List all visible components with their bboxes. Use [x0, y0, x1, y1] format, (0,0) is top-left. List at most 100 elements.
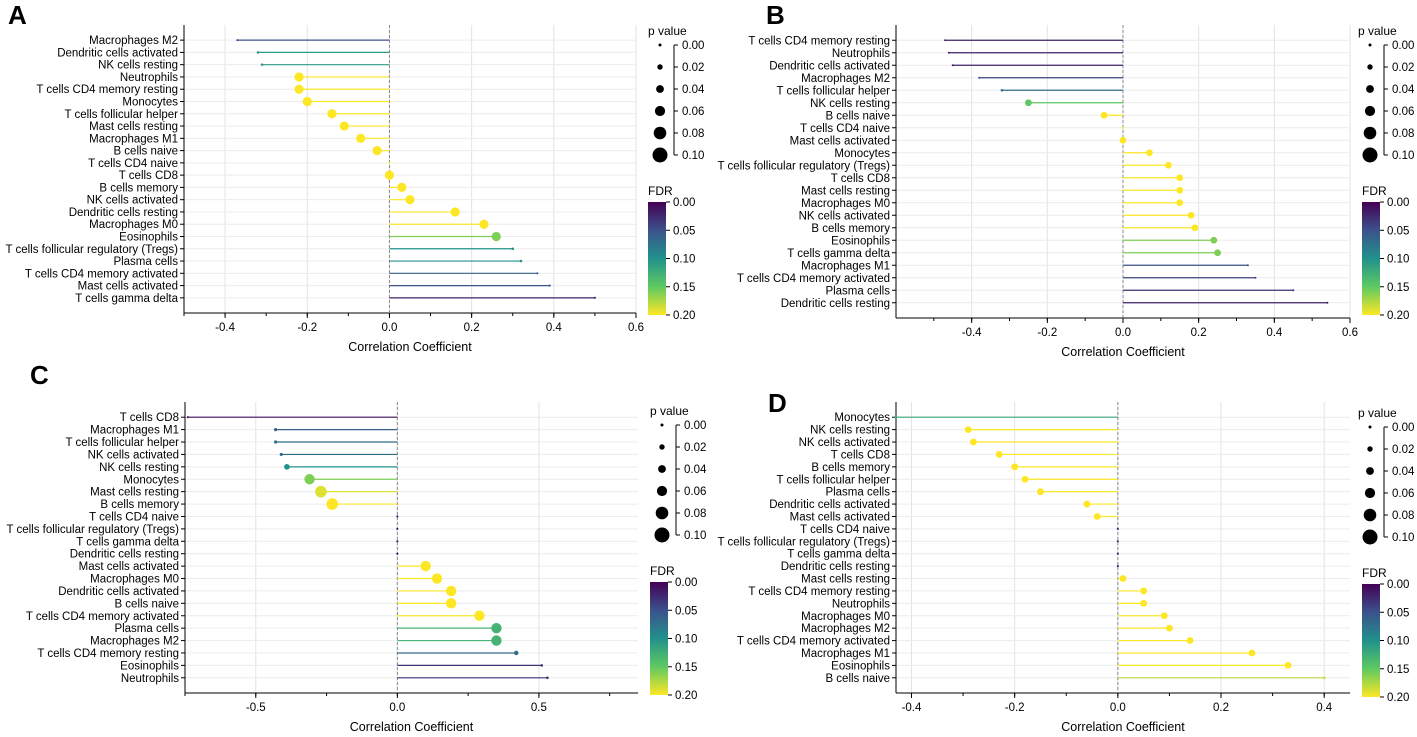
pvalue-legend-dot: [1367, 64, 1373, 70]
category-label: Neutrophils: [121, 673, 179, 685]
category-label: NK cells resting: [99, 462, 179, 474]
lollipop-dot: [894, 415, 898, 419]
fdr-legend-label: 0.20: [1387, 692, 1409, 704]
category-label: Mast cells activated: [790, 135, 890, 147]
category-label: T cells CD4 naive: [88, 158, 178, 170]
fdr-legend-label: 0.20: [673, 310, 695, 322]
category-label: T cells follicular regulatory (Tregs): [717, 160, 890, 172]
pvalue-legend-label: 0.06: [1392, 106, 1414, 118]
category-label: T cells CD8: [831, 449, 890, 461]
x-axis-title: Correlation Coefficient: [350, 720, 474, 734]
lollipop-dot: [1037, 488, 1044, 496]
lollipop-dot: [420, 560, 431, 572]
lollipop-dot: [536, 272, 539, 275]
lollipop-dot: [445, 585, 457, 597]
pvalue-legend-label: 0.00: [684, 420, 706, 432]
x-tick-label: -0.4: [962, 327, 982, 339]
pvalue-legend-label: 0.00: [1392, 422, 1414, 434]
lollipop-dot: [1214, 249, 1221, 257]
lollipop-dot: [304, 474, 315, 485]
lollipop-dot: [1160, 612, 1168, 620]
pvalue-legend-label: 0.04: [682, 84, 705, 96]
x-tick-label: 0.4: [1266, 327, 1283, 339]
lollipop-dot: [405, 195, 415, 205]
fdr-colorbar: [1362, 202, 1380, 315]
category-label: Macrophages M1: [90, 425, 179, 437]
category-label: Dendritic cells activated: [58, 586, 179, 598]
category-label: T cells CD4 memory resting: [36, 84, 178, 96]
lollipop-dot: [514, 650, 519, 656]
category-label: B cells memory: [99, 182, 178, 194]
category-label: Macrophages M0: [801, 198, 890, 210]
category-label: Macrophages M2: [801, 623, 890, 635]
category-label: Mast cells resting: [801, 574, 890, 586]
fdr-legend-label: 0.15: [1387, 282, 1409, 294]
lollipop-dot: [256, 51, 260, 54]
x-tick-label: 0.6: [1342, 327, 1358, 339]
lollipop-dot: [326, 498, 339, 510]
lollipop-dot: [1326, 301, 1329, 304]
lollipop-dot: [1176, 199, 1184, 207]
category-label: T cells CD4 memory activated: [737, 636, 890, 648]
lollipop-dot: [1119, 136, 1127, 144]
lollipop-dot: [1186, 637, 1194, 644]
category-label: NK cells activated: [799, 210, 890, 222]
fdr-legend-label: 0.00: [1387, 579, 1409, 591]
category-label: T cells CD4 naive: [89, 511, 179, 523]
category-label: Dendritic cells activated: [769, 60, 890, 72]
fdr-legend-label: 0.15: [1387, 664, 1409, 676]
lollipop-dot: [445, 598, 457, 609]
fdr-legend-label: 0.15: [675, 662, 697, 674]
pvalue-legend-dot: [656, 85, 664, 93]
lollipop-dot: [479, 219, 489, 229]
x-tick-label: 0.0: [381, 322, 397, 334]
category-label: B cells naive: [825, 110, 890, 122]
category-label: Eosinophils: [120, 660, 179, 672]
pvalue-legend-title: p value: [648, 24, 687, 38]
lollipop-dot: [1176, 174, 1184, 182]
fdr-legend-label: 0.15: [673, 282, 695, 294]
pvalue-legend-label: 0.08: [1392, 128, 1414, 140]
category-label: B cells memory: [811, 223, 890, 235]
fdr-legend-label: 0.05: [673, 225, 695, 237]
pvalue-legend-label: 0.02: [1392, 444, 1414, 456]
fdr-legend-title: FDR: [648, 184, 673, 198]
panel-letter: B: [766, 0, 785, 30]
panel-letter: A: [8, 0, 27, 30]
lollipop-dot: [236, 39, 239, 42]
lollipop-dot: [396, 552, 399, 555]
fdr-legend-label: 0.00: [673, 197, 695, 209]
fdr-legend-label: 0.10: [673, 254, 695, 266]
category-label: Dendritic cells resting: [781, 298, 890, 310]
lollipop-dot: [1322, 676, 1326, 680]
category-label: Macrophages M1: [801, 648, 890, 660]
lollipop-dot: [969, 438, 977, 446]
lollipop-dot: [1116, 565, 1119, 568]
lollipop-dot: [384, 170, 395, 180]
lollipop-dot: [284, 464, 290, 470]
category-label: Plasma cells: [114, 623, 179, 635]
category-label: T cells CD8: [119, 170, 178, 182]
x-axis-title: Correlation Coefficient: [1061, 720, 1185, 734]
pvalue-legend-label: 0.02: [684, 442, 706, 454]
category-label: T cells CD4 memory activated: [26, 611, 179, 623]
lollipop-dot: [397, 182, 407, 193]
lollipop-dot: [1191, 224, 1199, 232]
category-label: T cells follicular helper: [64, 109, 178, 121]
pvalue-legend-dot: [652, 147, 668, 163]
fdr-colorbar: [650, 582, 668, 695]
category-label: Plasma cells: [825, 285, 890, 297]
pvalue-legend-label: 0.00: [682, 40, 704, 52]
lollipop-dot: [951, 64, 954, 67]
category-label: NK cells resting: [810, 98, 890, 110]
category-label: NK cells activated: [88, 449, 179, 461]
pvalue-legend-dot: [1367, 446, 1373, 452]
category-label: Macrophages M2: [89, 35, 178, 47]
category-label: T cells follicular helper: [776, 474, 890, 486]
category-label: T cells follicular regulatory (Tregs): [6, 524, 179, 536]
pvalue-legend-dot: [658, 43, 662, 47]
fdr-legend-label: 0.00: [1387, 197, 1409, 209]
category-label: Neutrophils: [832, 598, 890, 610]
category-label: T cells CD4 naive: [800, 524, 890, 536]
